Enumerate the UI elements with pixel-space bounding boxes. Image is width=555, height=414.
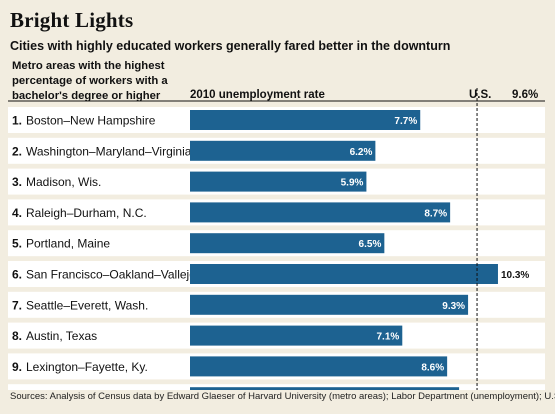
bar-value-label: 8.7% <box>424 208 447 219</box>
chart-subtitle: Cities with highly educated workers gene… <box>10 39 451 53</box>
category-rank: 6. <box>12 268 22 282</box>
bar <box>190 110 421 130</box>
category-label: San Francisco–Oakland–Vallejo <box>26 268 196 282</box>
category-label: Raleigh–Durham, N.C. <box>26 206 147 220</box>
bar-value-label: 6.2% <box>350 147 373 158</box>
bar-value-label: 10.3% <box>501 270 529 281</box>
category-label: Portland, Maine <box>26 237 110 251</box>
category-label: Washington–Maryland–Virginia <box>26 144 192 158</box>
bar-value-label: 9.3% <box>442 301 465 312</box>
category-rank: 7. <box>12 298 22 312</box>
category-label: Boston–New Hampshire <box>26 114 156 128</box>
bar <box>190 387 460 390</box>
category-label: Madison, Wis. <box>26 175 101 189</box>
bar <box>190 171 367 192</box>
bar <box>190 233 385 254</box>
category-label: Lexington–Fayette, Ky. <box>26 360 148 374</box>
category-rank: 4. <box>12 206 22 220</box>
bar <box>190 294 469 315</box>
bar <box>190 356 448 377</box>
bar <box>190 264 498 284</box>
bar <box>190 140 376 161</box>
reference-line-label: U.S. <box>469 89 492 101</box>
category-rank: 1. <box>12 114 22 128</box>
bar <box>190 202 451 223</box>
category-rank: 8. <box>12 329 22 343</box>
category-label: Austin, Texas <box>26 329 97 343</box>
reference-line-value: 9.6% <box>512 89 539 101</box>
bar-value-label: 8.6% <box>421 362 444 373</box>
category-rank: 5. <box>12 237 22 251</box>
bar <box>190 325 403 346</box>
value-axis-header: 2010 unemployment rate <box>190 89 325 101</box>
category-rank: 2. <box>12 144 22 158</box>
category-rank: 3. <box>12 175 22 189</box>
bar-chart: 1. Boston–New Hampshire 7.7% 2. Washington–M… <box>8 88 545 390</box>
category-label: Seattle–Everett, Wash. <box>26 298 148 312</box>
category-rank: 9. <box>12 360 22 374</box>
bar-value-label: 7.7% <box>394 116 417 127</box>
chart-title: Bright Lights <box>10 8 134 32</box>
category-column-header: Metro areas with the highest percentage … <box>12 60 168 102</box>
row-background <box>8 384 545 390</box>
source-note: Sources: Analysis of Census data by Edwa… <box>10 391 555 402</box>
bar-value-label: 6.5% <box>359 239 382 250</box>
bar-value-label: 5.9% <box>341 178 364 189</box>
bar-value-label: 7.1% <box>376 332 399 343</box>
